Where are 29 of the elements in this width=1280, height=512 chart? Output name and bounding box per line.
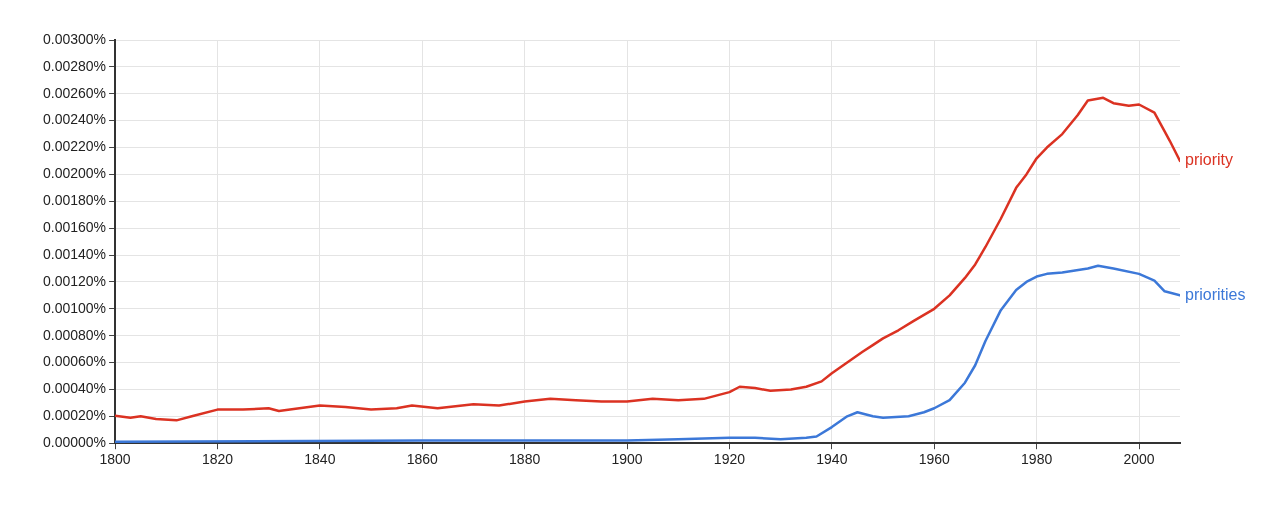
x-tick-label: 2000	[1123, 451, 1155, 468]
x-tick-label: 1900	[611, 451, 643, 468]
y-tick-label: 0.00300%	[42, 30, 107, 47]
x-tick-label: 1860	[406, 451, 439, 468]
series-label: priorities	[1185, 285, 1246, 303]
y-tick-label: 0.00120%	[42, 272, 107, 289]
y-tick-label: 0.00040%	[42, 380, 107, 397]
x-tick-label: 1820	[201, 451, 234, 468]
y-tick-label: 0.00160%	[42, 219, 107, 236]
y-tick-label: 0.00020%	[42, 407, 107, 424]
y-tick-label: 0.00200%	[42, 165, 107, 182]
y-tick-label: 0.00260%	[42, 84, 107, 101]
y-tick-label: 0.00220%	[42, 138, 107, 155]
x-tick-label: 1880	[509, 451, 541, 468]
y-tick-label: 0.00080%	[42, 326, 107, 343]
x-tick-label: 1920	[713, 451, 746, 468]
series-label: priority	[1185, 151, 1234, 169]
y-tick-label: 0.00280%	[42, 57, 107, 74]
x-tick-label: 1940	[816, 451, 848, 468]
x-tick-label: 1960	[918, 451, 951, 468]
y-tick-label: 0.00060%	[42, 353, 107, 370]
y-tick-label: 0.00240%	[42, 111, 107, 128]
x-tick-label: 1800	[99, 451, 131, 468]
y-tick-label: 0.00100%	[42, 299, 107, 316]
y-tick-label: 0.00140%	[42, 245, 107, 262]
y-tick-label: 0.00180%	[42, 192, 107, 209]
x-tick-label: 1840	[304, 451, 336, 468]
x-tick-label: 1980	[1021, 451, 1053, 468]
y-tick-label: 0.00000%	[42, 434, 107, 451]
